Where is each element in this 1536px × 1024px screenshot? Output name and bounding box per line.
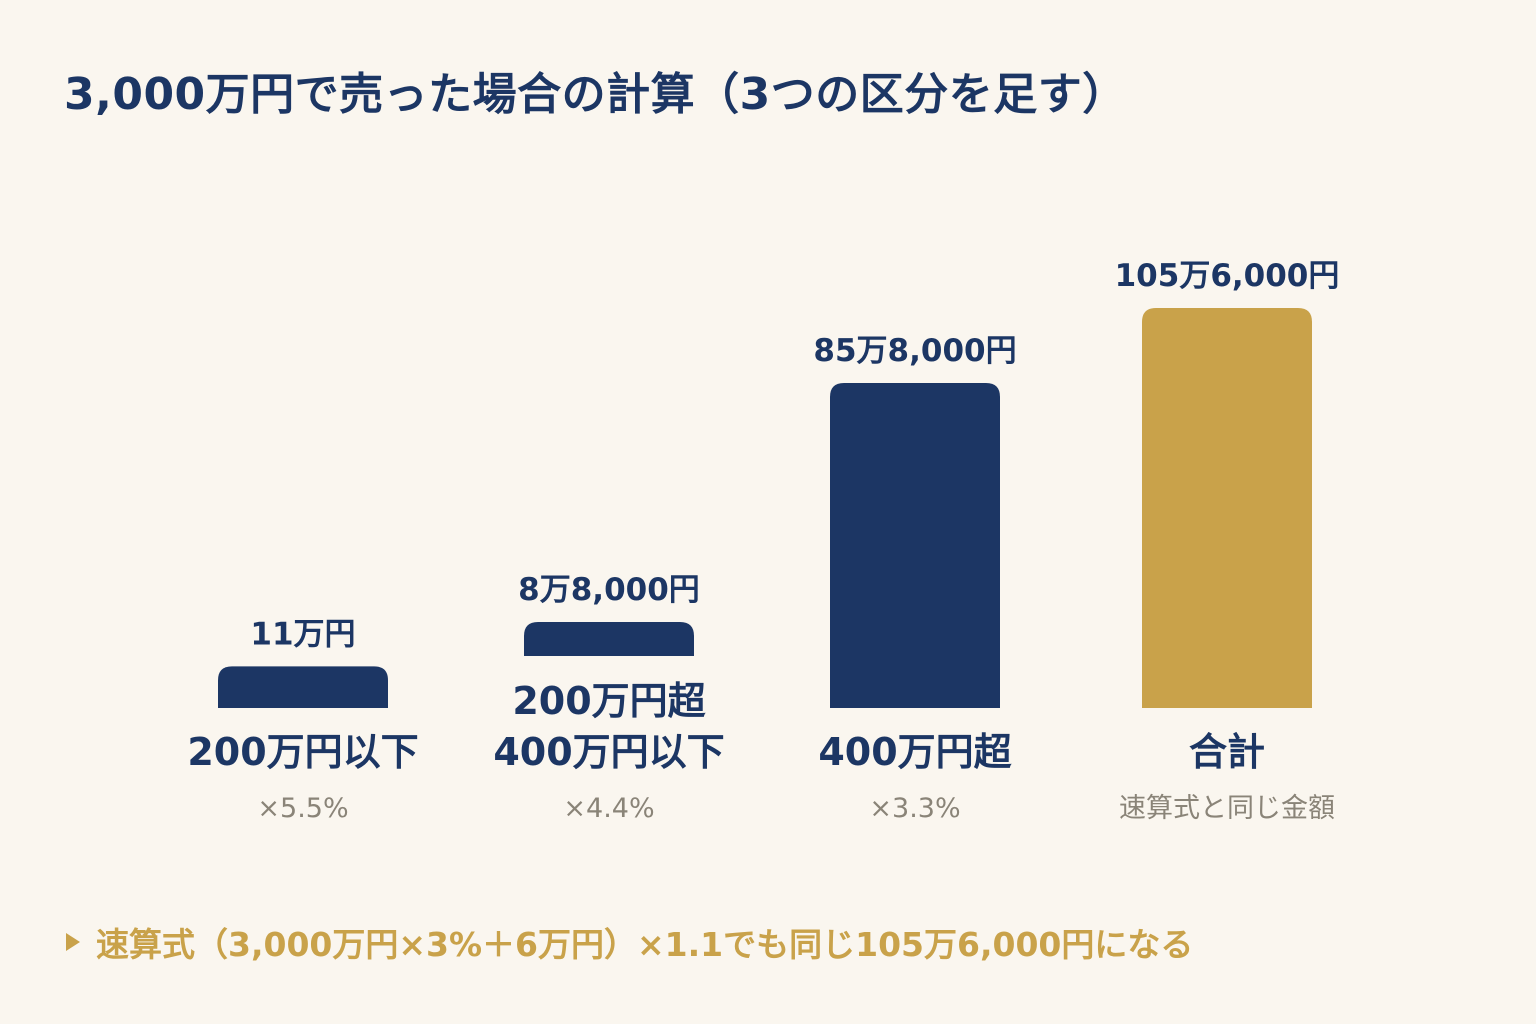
bar-sub-label-3: ×3.3% <box>869 793 960 824</box>
bar-sub-label-4: 速算式と同じ金額 <box>1119 793 1335 824</box>
bar-category-label-2-2: 400万円以下 <box>493 730 724 774</box>
bar-value-label-3: 85万8,000円 <box>813 333 1016 369</box>
bar-category-label-1-1: 200万円以下 <box>187 730 418 774</box>
footnote: 速算式（3,000万円×3%＋6万円）×1.1でも同じ105万6,000円になる <box>66 918 1193 966</box>
bar-3 <box>830 383 1000 708</box>
chart-title: 3,000万円で売った場合の計算（3つの区分を足す） <box>64 69 1127 120</box>
bar-2 <box>524 622 694 656</box>
bar-value-label-1: 11万円 <box>250 616 355 652</box>
bar-value-label-4: 105万6,000円 <box>1115 258 1340 294</box>
bar-4 <box>1142 308 1312 708</box>
bar-value-label-2: 8万8,000円 <box>518 572 700 608</box>
bar-sub-label-2: ×4.4% <box>563 793 654 824</box>
bar-sub-label-1: ×5.5% <box>257 793 348 824</box>
bar-category-label-4-1: 合計 <box>1189 730 1265 774</box>
bar-1 <box>218 666 388 708</box>
bar-category-label-3-1: 400万円超 <box>818 730 1012 774</box>
triangle-bullet-icon <box>66 933 80 951</box>
bar-category-label-2-1: 200万円超 <box>512 679 706 723</box>
footnote-text: 速算式（3,000万円×3%＋6万円）×1.1でも同じ105万6,000円になる <box>96 925 1194 964</box>
